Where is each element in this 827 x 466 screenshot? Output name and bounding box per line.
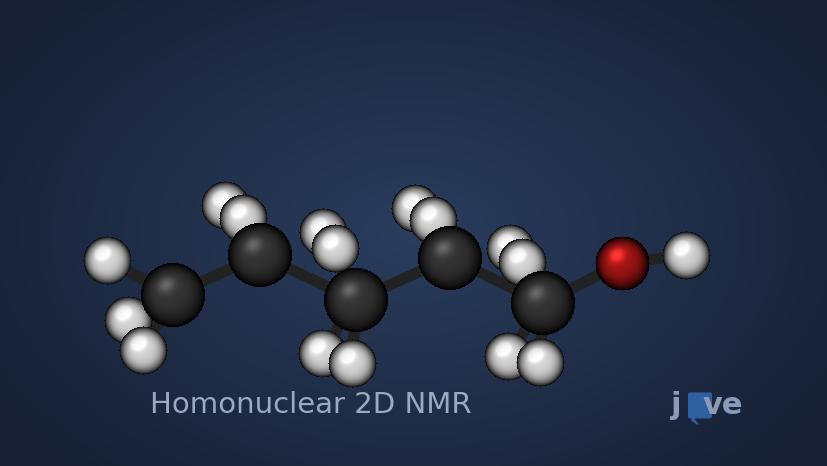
Text: j: j [670, 391, 681, 420]
Text: ve: ve [702, 391, 743, 420]
Text: Homonuclear 2D NMR: Homonuclear 2D NMR [150, 391, 471, 419]
Polygon shape [691, 417, 697, 425]
FancyBboxPatch shape [687, 392, 711, 418]
